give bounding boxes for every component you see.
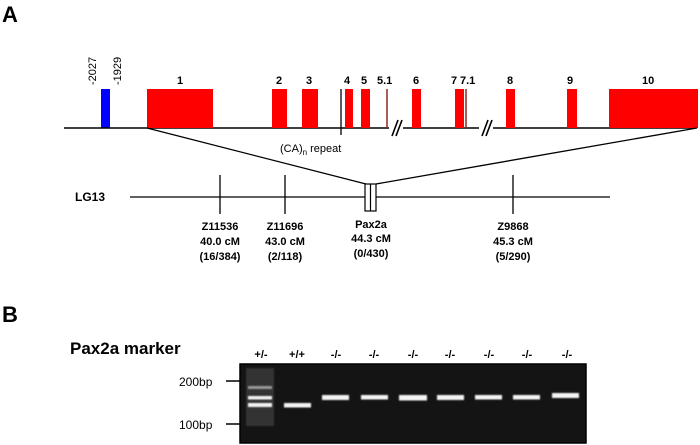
exon-2 (272, 89, 287, 128)
marker-label-z11536: Z11536 40.0 cM (16/384) (200, 221, 241, 263)
exon-label-5: 5 (361, 75, 367, 87)
marker-name: Z9868 (497, 221, 528, 233)
exon-label-4: 4 (344, 75, 351, 87)
zoom-line-right (375, 127, 698, 185)
band (248, 396, 272, 400)
zoom-line-left (146, 127, 367, 185)
lane-labels: +/- +/+ -/- -/- -/- -/- -/- -/- -/- (254, 349, 572, 361)
marker-name: Pax2a (355, 219, 388, 231)
exon-label-10: 10 (642, 75, 654, 87)
band (552, 393, 579, 398)
exon-label-7: 7 (451, 75, 457, 87)
lane-label: +/+ (289, 349, 305, 361)
lane-label: -/- (408, 349, 419, 361)
marker-label-pax2a: Pax2a 44.3 cM (0/430) (351, 219, 391, 260)
marker-ratio: (5/290) (496, 251, 531, 263)
ca-repeat-label: (CA)n repeat (280, 143, 341, 157)
marker-label-z11696: Z11696 43.0 cM (2/118) (265, 221, 305, 263)
marker-ratio: (2/118) (268, 251, 303, 263)
band (437, 395, 464, 400)
panel-b-label: B (2, 302, 18, 327)
panel-a-label: A (2, 2, 18, 27)
exon-10 (609, 89, 698, 128)
band (399, 395, 427, 401)
linkage-group-label: LG13 (75, 190, 105, 204)
upstream-label-2027: -2027 (87, 57, 99, 85)
upstream-element (101, 89, 110, 128)
exon-9 (567, 89, 577, 128)
marker-position: 44.3 cM (351, 233, 391, 245)
marker-label-z9868: Z9868 45.3 cM (5/290) (493, 221, 533, 263)
marker-name: Z11696 (267, 221, 304, 233)
band (475, 395, 502, 400)
marker-position: 43.0 cM (265, 236, 305, 248)
band (513, 395, 540, 400)
lane-label: -/- (331, 349, 342, 361)
break-mark-1 (389, 119, 403, 137)
band (248, 403, 272, 407)
exon-label-2: 2 (276, 75, 282, 87)
exon-label-9: 9 (567, 75, 573, 87)
band (248, 386, 272, 389)
marker-position: 40.0 cM (200, 236, 240, 248)
band (284, 403, 311, 408)
gel-bands (248, 386, 579, 408)
break-mark-2 (479, 119, 493, 137)
exon-6 (412, 89, 421, 128)
lane-label: -/- (522, 349, 533, 361)
marker-ratio: (16/384) (200, 251, 241, 263)
exon-5 (361, 89, 370, 128)
exon-3 (302, 89, 318, 128)
exon-label-6: 6 (413, 75, 419, 87)
exon-label-3: 3 (306, 75, 312, 87)
upstream-label-1929: -1929 (112, 57, 124, 85)
exon-label-8: 8 (507, 75, 513, 87)
marker-ratio: (0/430) (354, 248, 389, 260)
lane-label: -/- (484, 349, 495, 361)
exon-4-box (345, 89, 353, 128)
size-marker-200: 200bp (179, 375, 213, 389)
gel-title: Pax2a marker (70, 339, 181, 358)
exon-label-1: 1 (177, 75, 183, 87)
exon-label-5-1: 5.1 (377, 75, 392, 87)
lane-label: -/- (369, 349, 380, 361)
exon-7 (455, 89, 464, 128)
marker-name: Z11536 (202, 221, 239, 233)
exon-label-7-1: 7.1 (460, 75, 475, 87)
marker-position: 45.3 cM (493, 236, 533, 248)
gel-image (239, 363, 587, 444)
band (361, 395, 388, 400)
exon-8 (506, 89, 515, 128)
exon-1 (147, 89, 213, 128)
lane-label: -/- (562, 349, 573, 361)
size-marker-100: 100bp (179, 418, 213, 432)
band (322, 395, 349, 400)
lane-label: +/- (254, 349, 267, 361)
lane-label: -/- (445, 349, 456, 361)
